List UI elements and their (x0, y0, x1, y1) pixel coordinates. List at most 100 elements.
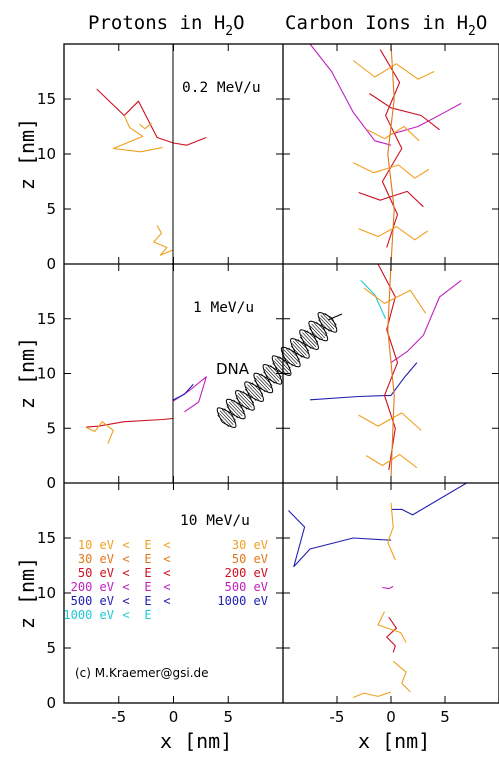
legend-hi: 1000 eV (217, 594, 268, 608)
legend-lo: 10 eV (78, 538, 114, 552)
dna-base-pair (290, 345, 303, 358)
y-tick-label: 0 (46, 694, 56, 712)
panel-frame-outer (63, 43, 499, 704)
dna-base-pair (263, 371, 275, 384)
legend-mid: E (144, 608, 151, 622)
dna-base-pair (309, 328, 321, 341)
dna-base-pair (236, 395, 250, 409)
dna-base-pair (256, 375, 271, 391)
legend-op1: < (122, 580, 129, 594)
track-carbon-10-32 (352, 691, 392, 699)
dna-base-pair (322, 313, 336, 328)
dna-base-pair (293, 341, 307, 356)
dna-base-pair (302, 332, 316, 347)
y-tick-label: 10 (37, 145, 56, 163)
dna-label: DNA (216, 360, 250, 378)
dna-base-pair (254, 377, 269, 392)
dna-base-pair (304, 331, 318, 345)
track-carbon-0.2-15 (358, 226, 429, 241)
legend-lo: 1000 eV (63, 608, 114, 622)
legend-lo: 50 eV (78, 566, 114, 580)
dna-base-pair (238, 393, 252, 408)
legend-row: 50 eV < E <200 eV (78, 566, 268, 580)
y-tick-label: 10 (37, 584, 56, 602)
track-carbon-10-31 (392, 660, 411, 693)
x-tick-label: 5 (223, 708, 233, 726)
dna-base-pair (230, 400, 245, 415)
y-tick-label: 15 (37, 310, 56, 328)
track-carbon-0.2-16 (366, 125, 420, 142)
dna-base-pair (288, 347, 300, 360)
row-label-10: 10 MeV/u (180, 513, 250, 529)
dna-base-pair (318, 319, 330, 332)
dna-base-pair (235, 397, 248, 410)
dna-base-pair (309, 325, 324, 340)
dna-base-pair (291, 343, 305, 357)
y-tick-label: 15 (37, 90, 56, 108)
x-tick-label: 5 (440, 708, 450, 726)
track-layer (85, 44, 467, 699)
track-carbon-10-29 (386, 616, 397, 653)
dna-strand-2 (216, 317, 338, 423)
dna-helix-illustration (216, 311, 343, 429)
dna-base-pair (285, 348, 300, 363)
dna-base-pair (233, 399, 245, 412)
legend-op1: < (122, 594, 129, 608)
dna-base-pair (313, 322, 327, 337)
x-axis-label-carbon: x [nm] (358, 729, 430, 753)
energy-legend: 10 eV < E <30 eV 30 eV < E <50 eV 50 eV < E <200 eV… (63, 538, 268, 622)
y-axis-label-row-2: z [nm] (15, 337, 39, 409)
track-carbon-10-30 (377, 611, 407, 643)
track-carbon-10-28 (387, 502, 396, 561)
legend-mid: E (144, 538, 151, 552)
dna-base-pair (276, 357, 290, 371)
dna-base-pair (226, 406, 239, 419)
dna-base-pair (270, 364, 282, 378)
dna-base-pair (218, 412, 232, 427)
legend-hi: 200 eV (225, 566, 268, 580)
track-carbon-0.2-14 (352, 162, 430, 179)
dna-base-pair (279, 356, 291, 369)
dna-base-pair (297, 338, 310, 352)
legend-row: 1000 eV < E (63, 608, 151, 622)
dna-base-pair (244, 388, 257, 402)
legend-mid: E (144, 566, 151, 580)
dna-base-pair (306, 330, 319, 343)
dna-base-pair (251, 382, 264, 395)
dna-base-pair (273, 360, 287, 375)
y-tick-label: 0 (46, 255, 56, 273)
track-carbon-1-21 (377, 264, 399, 470)
dna-base-pair (282, 351, 296, 366)
y-tick-label: 0 (46, 474, 56, 492)
dna-base-pair (245, 386, 259, 401)
track-carbon-10-33 (382, 585, 394, 590)
legend-mid: E (144, 594, 151, 608)
y-axis-label-row-3: z [nm] (15, 557, 39, 629)
y-tick-label: 5 (46, 639, 56, 657)
x-axis-label-protons: x [nm] (160, 729, 232, 753)
track-carbon-1-19 (309, 362, 418, 401)
legend-row: 30 eV < E <50 eV (78, 552, 268, 566)
dna-base-pair (274, 358, 289, 373)
tick-layer: 0 5 10 15 0 5 10 15 0 5 10 15 -5 0 5 -5 0 5 (37, 43, 499, 726)
legend-op2: < (163, 552, 170, 566)
dna-base-pair (228, 401, 243, 417)
legend-op1: < (122, 552, 129, 566)
track-carbon-0.2-10 (379, 49, 403, 248)
legend-row: 500 eV < E <1000 eV (71, 594, 268, 608)
legend-op2: < (163, 566, 170, 580)
y-tick-label: 5 (46, 200, 56, 218)
legend-op2: < (163, 580, 170, 594)
dna-base-pair (315, 321, 328, 334)
track-carbon-1-23 (358, 412, 422, 431)
dna-base-pair (300, 334, 314, 349)
dna-base-pair (272, 362, 284, 376)
dna-base-pair (221, 409, 235, 423)
track-proton-1-7 (173, 384, 194, 401)
x-tick-label: 0 (169, 708, 179, 726)
y-axis-label-row-1: z [nm] (15, 118, 39, 190)
track-proton-1-5 (85, 421, 114, 444)
dna-base-pair (227, 403, 241, 418)
credit-text: (c) M.Kraemer@gsi.de (75, 666, 209, 680)
